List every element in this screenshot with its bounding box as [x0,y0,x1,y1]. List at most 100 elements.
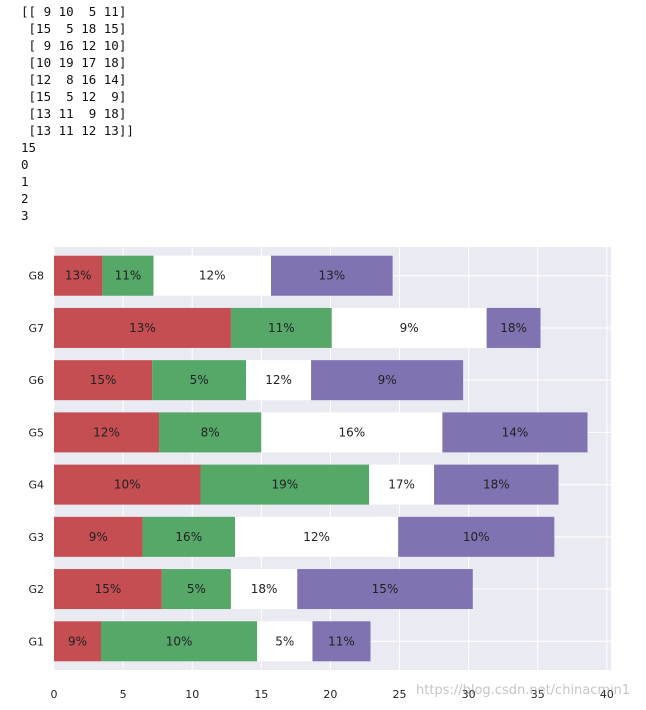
bar-data-label: 15% [95,582,122,596]
bar-segment [230,569,298,610]
console-line: [15 5 18 15] [21,21,127,36]
y-tick-label: G1 [28,635,44,648]
bar-data-label: 10% [114,478,141,492]
bar-segment [54,516,143,557]
bar-data-label: 16% [339,425,366,439]
bar-data-label: 10% [463,530,490,544]
bar-data-label: 18% [500,321,527,335]
bar-segment [311,360,464,401]
bar-data-label: 12% [303,530,330,544]
x-tick-label: 25 [393,688,407,701]
bar-segment [54,412,160,453]
bar-data-label: 14% [502,425,529,439]
y-tick-label: G7 [28,322,44,335]
bar-data-label: 5% [275,634,294,648]
bar-segment [159,412,262,453]
bar-segment [54,464,201,505]
bar-segment [398,516,555,557]
bar-data-label: 9% [68,634,87,648]
bar-data-label: 12% [199,269,226,283]
bar-segment [331,307,487,348]
console-line: 0 [21,157,29,172]
bar-segment [54,360,153,401]
bar-segment [257,621,313,662]
console-line: [13 11 9 18] [21,106,127,121]
console-line: [[ 9 10 5 11] [21,4,127,19]
console-line: [13 11 12 13]] [21,123,134,138]
bars: 9% 10% 5% 11% 15% 5% 18% 15% 9% 16% 12% 10% 10% 19% 17… [54,255,588,662]
x-tick-label: 35 [531,688,545,701]
y-tick-label: G5 [28,426,44,439]
x-tick-label: 20 [323,688,337,701]
bar-data-label: 17% [388,478,415,492]
bar-data-label: 19% [271,478,298,492]
bar-segment [270,255,393,296]
bar-segment [297,569,473,610]
console-line: [12 8 16 14] [21,72,127,87]
bar-segment [54,307,231,348]
y-axis-labels: G1 G2 G3 G4 G5 G6 G7 G8 [28,270,44,649]
x-tick-label: 40 [600,688,614,701]
bar-data-label: 5% [187,582,206,596]
console-line: [ 9 16 12 10] [21,38,127,53]
bar-segment [102,255,154,296]
bar-segment [312,621,371,662]
x-tick-label: 5 [120,688,127,701]
bar-data-label: 8% [201,425,220,439]
bar-data-label: 18% [251,582,278,596]
bar-segment [230,307,332,348]
y-tick-label: G6 [28,374,44,387]
console-line: 15 [21,140,37,155]
console-output: [[ 9 10 5 11] [15 5 18 15] [ 9 16 12 10]… [21,3,134,224]
bar-segment [442,412,588,453]
bar-data-label: 9% [400,321,419,335]
bar-data-label: 16% [175,530,202,544]
bar-data-label: 13% [65,269,92,283]
x-tick-label: 30 [462,688,476,701]
y-tick-label: G8 [28,270,44,283]
bar-data-label: 15% [372,582,399,596]
console-line: 2 [21,191,29,206]
bar-segment [200,464,370,505]
x-axis-labels: 0 5 10 15 20 25 30 35 40 [51,688,614,701]
bar-segment [369,464,435,505]
bar-segment [486,307,541,348]
bar-segment [54,569,162,610]
console-line: [15 5 12 9] [21,89,127,104]
bar-segment [261,412,443,453]
bar-segment [54,255,103,296]
y-tick-label: G2 [28,583,44,596]
bar-data-label: 12% [93,425,120,439]
x-tick-label: 15 [254,688,268,701]
y-tick-label: G3 [28,531,44,544]
bar-data-label: 11% [328,634,355,648]
bar-segment [161,569,231,610]
bar-segment [142,516,236,557]
y-tick-label: G4 [28,479,44,492]
bar-data-label: 10% [166,634,193,648]
bar-data-label: 13% [318,269,345,283]
bar-data-label: 13% [129,321,156,335]
bar-segment [235,516,399,557]
bar-data-label: 9% [378,373,397,387]
stacked-bar-chart: 9% 10% 5% 11% 15% 5% 18% 15% 9% 16% 12% 10% 10% 19% 17… [28,247,614,701]
bar-data-label: 12% [265,373,292,387]
bar-segment [54,621,101,662]
watermark-text: https://blog.csdn.net/chinacmin1 [416,683,631,698]
bar-segment [100,621,258,662]
console-line: [10 19 17 18] [21,55,127,70]
bar-data-label: 5% [190,373,209,387]
bar-data-label: 11% [115,269,142,283]
x-tick-label: 10 [185,688,199,701]
bar-data-label: 15% [90,373,117,387]
console-line: 1 [21,174,29,189]
bar-segment [152,360,247,401]
bar-data-label: 11% [268,321,295,335]
console-line: 3 [21,208,29,223]
bar-segment [434,464,559,505]
bar-data-label: 9% [89,530,108,544]
bar-segment [153,255,271,296]
bar-segment [246,360,312,401]
x-tick-label: 0 [51,688,58,701]
bar-data-label: 18% [483,478,510,492]
